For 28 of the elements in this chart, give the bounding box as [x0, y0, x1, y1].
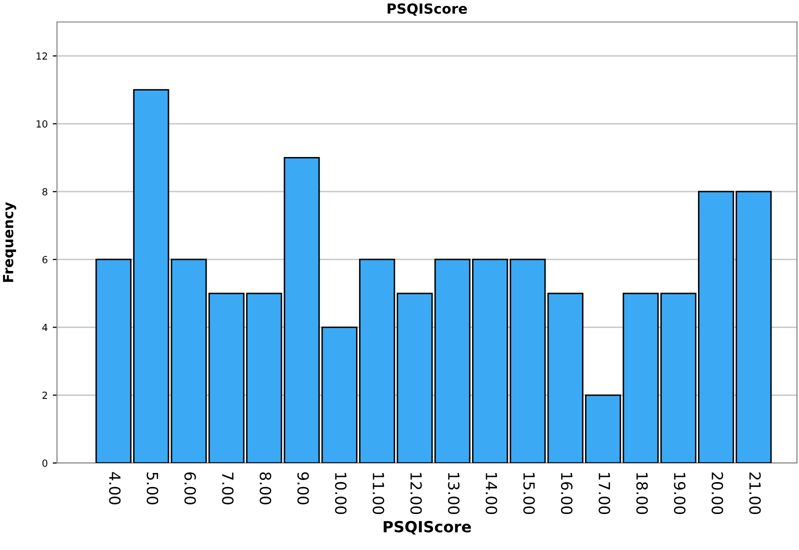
y-tick-label: 8 [42, 188, 48, 196]
y-axis-title: Frequency [3, 202, 16, 282]
x-tick-label: 17.00 [598, 473, 610, 514]
chart-title: PSQIScore [388, 3, 467, 16]
x-tick-label: 6.00 [184, 472, 196, 504]
x-tick-label: 10.00 [335, 473, 347, 514]
x-tick-label: 11.00 [372, 473, 384, 514]
x-tick-label: 5.00 [146, 472, 158, 504]
y-tick-label: 4 [42, 324, 48, 331]
y-tick-label: 2 [42, 392, 47, 399]
x-tick-label: 19.00 [674, 473, 686, 514]
x-tick-label: 20.00 [712, 472, 724, 514]
y-tick-label: 0 [42, 459, 48, 467]
x-tick-label: 18.00 [636, 473, 648, 514]
x-tick-label: 13.00 [448, 473, 460, 514]
x-axis-title: PSQIScore [384, 520, 471, 534]
x-tick-label: 8.00 [260, 472, 272, 504]
x-tick-label: 9.00 [297, 472, 309, 504]
x-tick-label: 21.00 [749, 472, 761, 514]
x-tick-label: 14.00 [486, 473, 498, 514]
y-tick-label: 6 [42, 256, 48, 264]
y-tick-label: 10 [36, 120, 48, 128]
x-tick-label: 4.00 [109, 472, 121, 504]
y-tick-label: 12 [36, 52, 47, 60]
x-tick-label: 15.00 [523, 473, 535, 514]
x-tick-label: 7.00 [222, 472, 234, 504]
x-tick-label: 16.00 [560, 473, 573, 514]
x-tick-label: 12.00 [410, 473, 422, 514]
